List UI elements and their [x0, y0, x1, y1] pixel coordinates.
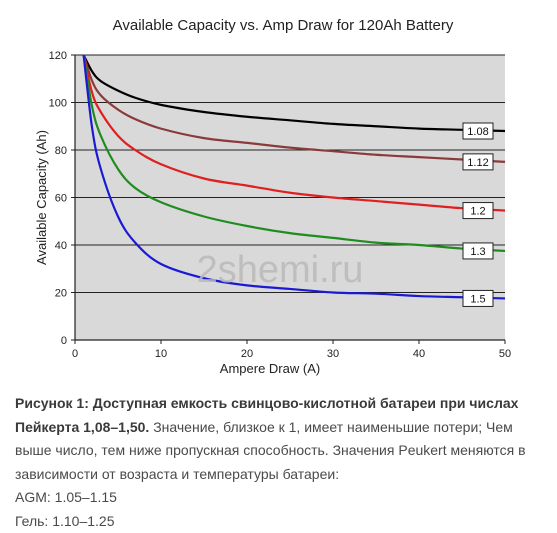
series-line-1.3 [82, 54, 506, 253]
series-line-1.5 [82, 54, 506, 300]
caption-text: Значение, близкое к 1, имеет наименьшие … [15, 418, 526, 482]
tick-label-x-50: 50 [499, 348, 511, 360]
series-line-1.2 [82, 54, 506, 212]
series-label-1.5: 1.5 [470, 293, 485, 305]
tick-label-x-10: 10 [155, 348, 167, 360]
tick-label-y-0: 0 [61, 335, 67, 347]
series-label-box-1.2 [462, 202, 494, 220]
chart-svg: Available Capacity vs. Amp Draw for 120A… [34, 17, 511, 376]
series-line-1.12 [82, 54, 506, 163]
tick-label-x-0: 0 [72, 348, 78, 360]
series-label-box-1.08 [462, 122, 494, 140]
tick-label-x-30: 30 [327, 348, 339, 360]
tick-label-y-60: 60 [55, 193, 67, 205]
y-axis-label: Available Capacity (Ah) [34, 130, 49, 265]
series-label-box-1.3 [462, 242, 494, 260]
chart-title: Available Capacity vs. Amp Draw for 120A… [113, 17, 454, 34]
tick-label-y-120: 120 [49, 50, 67, 62]
tick-label-y-100: 100 [49, 98, 67, 110]
tick-label-y-40: 40 [55, 240, 67, 252]
tick-label-y-80: 80 [55, 145, 67, 157]
series-label-box-1.12 [462, 153, 494, 171]
series-label-box-1.5 [462, 289, 494, 307]
chart-figure: Available Capacity vs. Amp Draw for 120A… [34, 17, 512, 376]
series-label-1.08: 1.08 [467, 126, 488, 138]
caption-agm: AGM: 1.05–1.15 [15, 489, 117, 505]
x-axis-label: Ampere Draw (A) [220, 361, 320, 376]
tick-label-y-20: 20 [55, 288, 67, 300]
caption-bold: Рисунок 1: Доступная емкость свинцово-ки… [15, 395, 519, 435]
series-label-1.3: 1.3 [470, 246, 485, 258]
tick-label-x-20: 20 [241, 348, 253, 360]
watermark: 2shemi.ru [197, 249, 364, 291]
series-line-1.08 [82, 54, 506, 133]
tick-label-x-40: 40 [413, 348, 425, 360]
series-label-1.12: 1.12 [467, 157, 488, 169]
figure-caption: Рисунок 1: Доступная емкость свинцово-ки… [15, 392, 550, 533]
caption-gel: Гель: 1.10–1.25 [15, 512, 115, 529]
series-label-1.2: 1.2 [470, 206, 485, 218]
